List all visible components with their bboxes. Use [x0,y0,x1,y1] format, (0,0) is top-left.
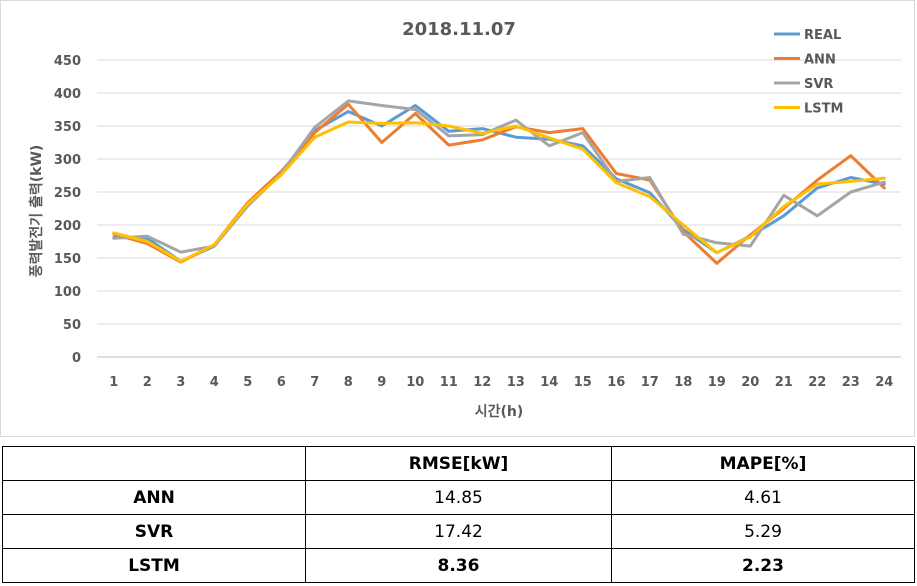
x-tick-label: 20 [741,375,759,390]
row-label: LSTM [2,548,306,583]
mape-cell: 2.23 [611,548,915,583]
rmse-cell: 14.85 [305,480,612,515]
x-tick-label: 12 [473,375,491,390]
x-tick-label: 1 [109,375,118,390]
x-tick-label: 5 [243,375,252,390]
x-axis-title: 시간(h) [475,403,524,420]
table-row: SVR 17.42 5.29 [2,514,915,549]
x-tick-label: 7 [310,375,319,390]
table-header-cell [2,446,306,481]
y-tick-label: 100 [54,285,81,300]
x-tick-label: 3 [176,375,185,390]
legend-label-real: REAL [804,28,841,43]
table-header-cell: MAPE[%] [611,446,915,481]
y-axis-title: 풍력발전기 출력(kW) [28,145,45,278]
x-tick-label: 13 [507,375,525,390]
mape-cell: 5.29 [611,514,915,549]
row-label: SVR [2,514,306,549]
y-tick-label: 450 [54,54,81,69]
x-tick-label: 9 [377,375,386,390]
mape-cell: 4.61 [611,480,915,515]
y-tick-label: 150 [54,252,81,267]
table-row: LSTM 8.36 2.23 [2,548,915,583]
chart-panel: 0 50 100 150 200 250 300 350 400 450 1 2 3 4 5 6 7 8 9 10 11… [0,0,915,437]
table-header-cell: RMSE[kW] [305,446,612,481]
x-tick-label: 11 [440,375,458,390]
rmse-cell: 8.36 [305,548,612,583]
x-tick-label: 17 [641,375,659,390]
y-tick-label: 300 [54,153,81,168]
x-tick-label: 19 [708,375,726,390]
x-tick-label: 16 [607,375,625,390]
x-tick-label: 21 [775,375,793,390]
series-line-svr [112,99,886,254]
y-tick-label: 50 [63,318,81,333]
chart-title: 2018.11.07 [402,19,516,40]
x-tick-label: 15 [574,375,592,390]
y-tick-label: 350 [54,120,81,135]
y-tick-label: 250 [54,186,81,201]
y-tick-label: 0 [72,351,81,366]
x-tick-label: 24 [875,375,893,390]
x-tick-label: 2 [143,375,152,390]
x-tick-label: 4 [210,375,219,390]
metrics-table: RMSE[kW] MAPE[%] ANN 14.85 4.61 SVR 17.4… [2,446,915,583]
x-tick-label: 18 [674,375,692,390]
series-line-lstm [112,120,886,263]
legend-label-svr: SVR [804,77,833,92]
x-tick-label: 23 [842,375,860,390]
legend-label-lstm: LSTM [804,102,843,117]
x-tick-label: 8 [344,375,353,390]
y-tick-label: 200 [54,219,81,234]
row-label: ANN [2,480,306,515]
table-row: ANN 14.85 4.61 [2,480,915,515]
x-tick-label: 6 [277,375,286,390]
y-tick-label: 400 [54,87,81,102]
x-tick-label: 10 [406,375,424,390]
legend-label-ann: ANN [804,53,836,68]
x-tick-label: 14 [540,375,558,390]
table-header-row: RMSE[kW] MAPE[%] [2,446,915,481]
x-tick-label: 22 [808,375,826,390]
rmse-cell: 17.42 [305,514,612,549]
